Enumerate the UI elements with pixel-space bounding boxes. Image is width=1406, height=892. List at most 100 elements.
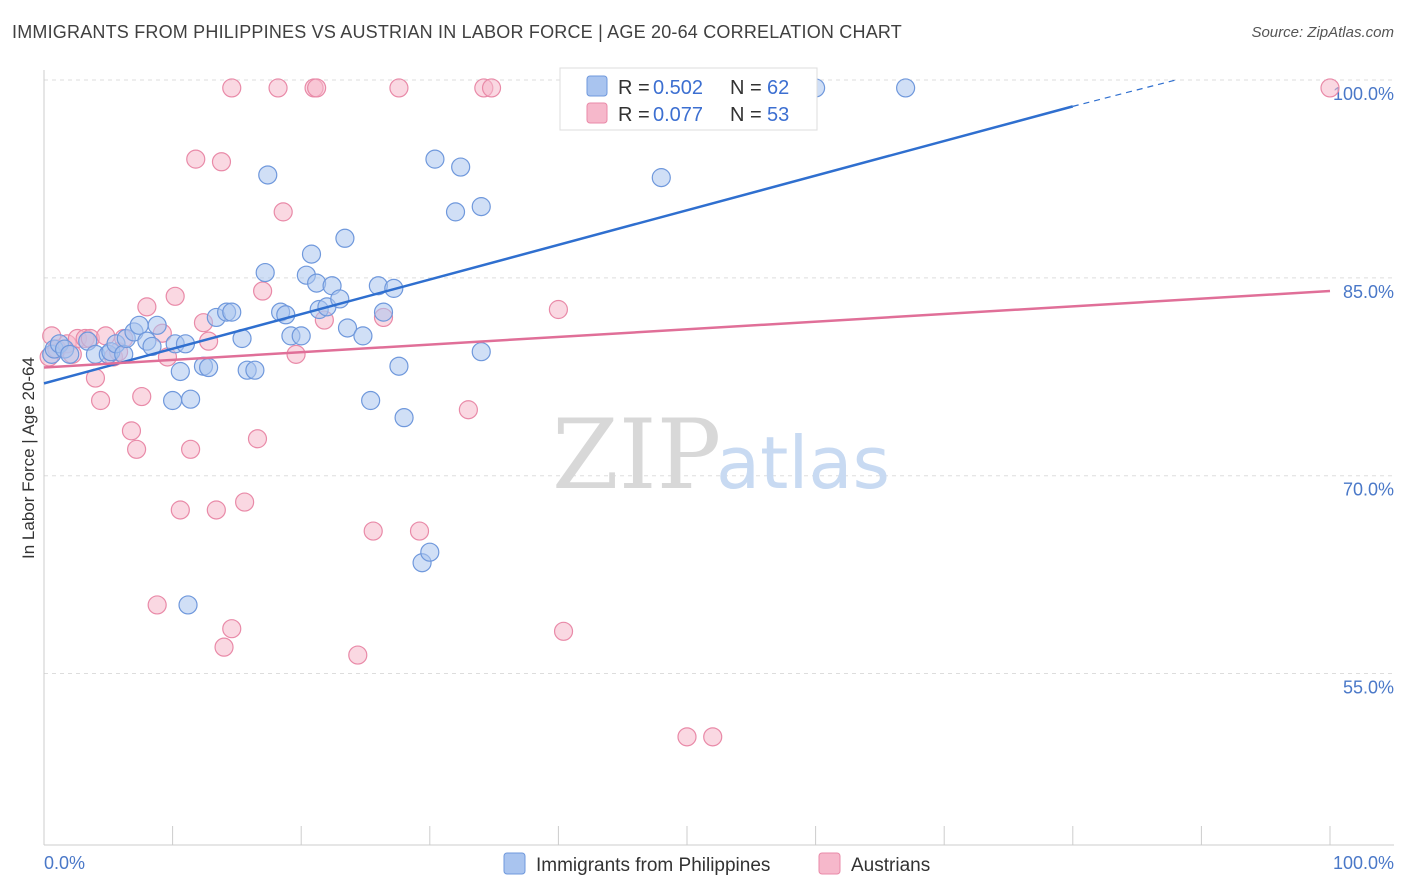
austrians-point-9 <box>90 390 111 411</box>
austrians-point-27 <box>206 500 226 520</box>
bottom-legend-swatch-blue <box>503 852 526 875</box>
austrians-point-46 <box>458 400 478 420</box>
source-label: Source: ZipAtlas.com <box>1251 24 1394 41</box>
philippines-point-22 <box>178 595 198 615</box>
legend-r-label-1: R = <box>618 77 650 99</box>
top-legend: R = 0.502 N = 62 R = 0.077 N = 53 <box>559 67 818 131</box>
x-tick-label-max: 100.0% <box>1333 853 1394 873</box>
austrians-point-33 <box>247 429 268 449</box>
austrians-point-51 <box>677 727 697 747</box>
austrians-point-32 <box>235 492 255 512</box>
austrians-point-14 <box>121 421 142 441</box>
x-tick-label-min: 0.0% <box>44 853 85 873</box>
austrians-point-18 <box>147 595 167 615</box>
austrians-point-52 <box>703 727 723 747</box>
legend-n-value-2: 53 <box>767 104 789 126</box>
legend-swatch-pink <box>586 102 608 124</box>
philippines-point-60 <box>651 168 671 188</box>
watermark-atlas: atlas <box>716 421 890 505</box>
philippines-point-30 <box>245 360 265 380</box>
austrians-point-42 <box>363 521 383 541</box>
x-ticks <box>172 826 1331 845</box>
philippines-point-21 <box>181 389 201 409</box>
austrians-point-29 <box>214 637 234 657</box>
austrians-point-31 <box>222 78 242 98</box>
philippines-point-49 <box>373 302 394 322</box>
y-tick-labels: 55.0% 70.0% 85.0% 100.0% <box>1333 84 1394 698</box>
legend-r-value-1: 0.502 <box>653 77 703 99</box>
y-tick-label-85: 85.0% <box>1343 282 1394 302</box>
philippines-point-58 <box>471 197 491 217</box>
philippines-point-54 <box>420 542 440 562</box>
series-austrians-points <box>39 78 1340 747</box>
bottom-legend-label-austrians: Austrians <box>851 855 930 876</box>
philippines-point-4 <box>60 344 80 364</box>
watermark: ZIP atlas <box>552 399 890 511</box>
y-tick-label-100: 100.0% <box>1333 84 1394 104</box>
philippines-point-51 <box>389 356 409 376</box>
austrians-point-37 <box>286 344 306 364</box>
series-philippines-points <box>42 78 916 615</box>
philippines-point-47 <box>361 390 381 411</box>
austrians-point-23 <box>181 439 201 459</box>
philippines-point-44 <box>335 228 355 248</box>
philippines-point-62 <box>896 78 916 98</box>
austrians-point-50 <box>553 621 574 641</box>
trend-line-philippines-extension <box>1072 79 1176 107</box>
austrians-point-53 <box>1320 78 1340 98</box>
austrians-point-36 <box>273 202 293 222</box>
austrians-point-49 <box>548 299 569 320</box>
austrians-point-34 <box>253 281 273 301</box>
austrians-point-39 <box>307 78 327 98</box>
y-tick-label-55: 55.0% <box>1343 678 1394 698</box>
philippines-point-20 <box>163 390 183 411</box>
trend-line-philippines <box>43 105 1074 385</box>
philippines-point-45 <box>337 318 358 338</box>
philippines-point-31 <box>255 262 275 283</box>
legend-r-value-2: 0.077 <box>653 104 703 126</box>
legend-n-value-1: 62 <box>767 77 789 99</box>
philippines-point-18 <box>170 361 190 382</box>
philippines-point-16 <box>147 315 167 335</box>
austrians-point-17 <box>137 297 157 317</box>
austrians-point-30 <box>222 619 242 639</box>
philippines-point-46 <box>353 326 373 346</box>
legend-swatch-blue <box>586 75 608 97</box>
bottom-legend: Immigrants from Philippines Austrians <box>503 852 930 876</box>
austrians-point-28 <box>211 152 232 172</box>
bottom-legend-label-philippines: Immigrants from Philippines <box>536 855 770 876</box>
philippines-point-55 <box>425 149 445 169</box>
watermark-zip: ZIP <box>552 399 721 511</box>
austrians-point-44 <box>389 78 409 98</box>
legend-r-label-2: R = <box>618 104 650 126</box>
legend-n-label-2: N = <box>730 104 762 126</box>
y-tick-label-70: 70.0% <box>1343 480 1394 500</box>
bottom-legend-swatch-pink <box>818 852 841 875</box>
philippines-point-32 <box>258 165 278 185</box>
trend-line-austrians <box>43 289 1331 369</box>
austrians-point-35 <box>268 78 288 98</box>
austrians-point-16 <box>132 386 152 407</box>
philippines-point-36 <box>291 326 311 346</box>
legend-n-label-1: N = <box>730 77 762 99</box>
philippines-point-57 <box>451 157 471 177</box>
austrians-point-41 <box>348 645 368 665</box>
philippines-point-52 <box>394 408 414 428</box>
y-axis-label: In Labor Force | Age 20-64 <box>19 357 38 559</box>
chart-title: IMMIGRANTS FROM PHILIPPINES VS AUSTRIAN … <box>12 22 902 42</box>
axes <box>43 70 1394 846</box>
austrians-point-21 <box>165 286 185 306</box>
austrians-point-48 <box>481 78 502 98</box>
philippines-point-56 <box>445 202 466 222</box>
philippines-point-24 <box>199 357 219 378</box>
austrians-point-24 <box>186 149 206 169</box>
philippines-point-27 <box>222 302 242 322</box>
austrians-point-22 <box>170 500 190 520</box>
trend-lines <box>43 79 1331 385</box>
austrians-point-45 <box>409 521 430 541</box>
philippines-point-59 <box>471 342 491 362</box>
philippines-point-38 <box>301 244 322 264</box>
philippines-point-13 <box>129 315 149 335</box>
austrians-point-15 <box>126 439 147 459</box>
